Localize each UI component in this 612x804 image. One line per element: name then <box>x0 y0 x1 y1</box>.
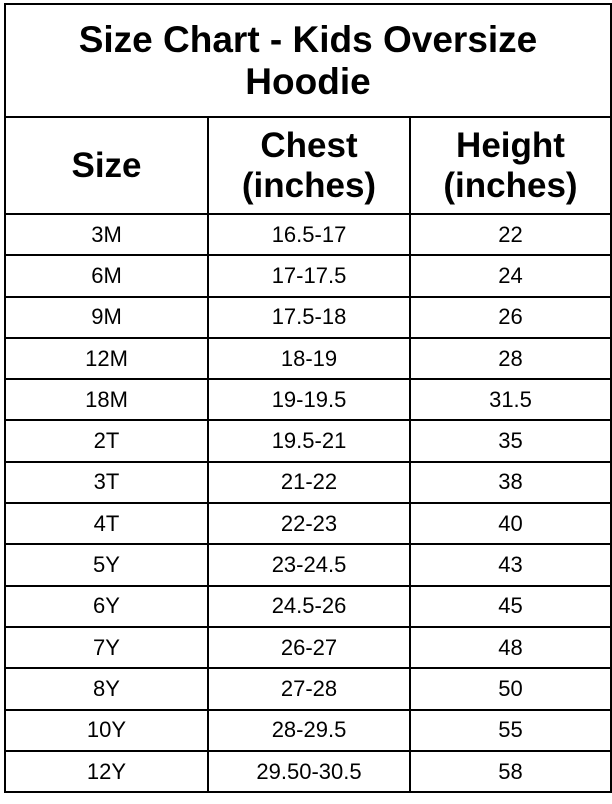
cell-size: 18M <box>4 378 209 422</box>
header-chest: Chest (inches) <box>207 116 411 215</box>
cell-height: 45 <box>409 584 612 628</box>
cell-chest: 27-28 <box>207 667 411 711</box>
cell-chest: 17-17.5 <box>207 254 411 298</box>
table-row: 12M 18-19 28 <box>4 336 612 381</box>
cell-chest: 19-19.5 <box>207 378 411 422</box>
cell-height: 22 <box>409 212 612 257</box>
table-row: 3T 21-22 38 <box>4 460 612 505</box>
table-row: 7Y 26-27 48 <box>4 625 612 670</box>
table-row: 2T 19.5-21 35 <box>4 419 612 463</box>
cell-size: 7Y <box>4 625 209 670</box>
cell-height: 50 <box>409 667 612 711</box>
cell-height: 43 <box>409 543 612 587</box>
cell-size: 4T <box>4 502 209 546</box>
cell-height: 40 <box>409 502 612 546</box>
size-chart-table: Size Chart - Kids Oversize Hoodie Size Ch… <box>4 3 612 794</box>
table-row: 10Y 28-29.5 55 <box>4 708 612 752</box>
cell-size: 6M <box>4 254 209 298</box>
header-height-line1: Height <box>456 125 565 165</box>
table-row: 6M 17-17.5 24 <box>4 254 612 298</box>
cell-size: 6Y <box>4 584 209 628</box>
header-height-line2: (inches) <box>443 165 578 205</box>
cell-height: 31.5 <box>409 378 612 422</box>
header-chest-line1: Chest <box>260 125 358 165</box>
cell-chest: 28-29.5 <box>207 708 411 752</box>
cell-chest: 26-27 <box>207 625 411 670</box>
cell-size: 5Y <box>4 543 209 587</box>
cell-size: 10Y <box>4 708 209 752</box>
cell-size: 3T <box>4 460 209 505</box>
cell-size: 3M <box>4 212 209 257</box>
table-title: Size Chart - Kids Oversize Hoodie <box>4 3 612 118</box>
header-chest-line2: (inches) <box>241 165 377 205</box>
cell-height: 35 <box>409 419 612 463</box>
table-row: 9M 17.5-18 26 <box>4 295 612 339</box>
cell-height: 48 <box>409 625 612 670</box>
cell-chest: 16.5-17 <box>207 212 411 257</box>
cell-size: 12M <box>4 336 209 381</box>
cell-chest: 29.50-30.5 <box>207 749 411 794</box>
cell-height: 55 <box>409 708 612 752</box>
table-row: 4T 22-23 40 <box>4 502 612 546</box>
cell-chest: 17.5-18 <box>207 295 411 339</box>
header-height: Height (inches) <box>409 116 612 215</box>
title-line-2: Hoodie <box>245 60 371 102</box>
cell-size: 9M <box>4 295 209 339</box>
title-line-1: Size Chart - Kids Oversize <box>78 18 538 60</box>
cell-height: 38 <box>409 460 612 505</box>
cell-height: 58 <box>409 749 612 794</box>
cell-chest: 19.5-21 <box>207 419 411 463</box>
cell-chest: 24.5-26 <box>207 584 411 628</box>
cell-chest: 21-22 <box>207 460 411 505</box>
cell-height: 28 <box>409 336 612 381</box>
cell-size: 12Y <box>4 749 209 794</box>
table-row: 8Y 27-28 50 <box>4 667 612 711</box>
cell-chest: 23-24.5 <box>207 543 411 587</box>
cell-size: 2T <box>4 419 209 463</box>
cell-height: 26 <box>409 295 612 339</box>
table-row: 5Y 23-24.5 43 <box>4 543 612 587</box>
table-row: 12Y 29.50-30.5 58 <box>4 749 612 794</box>
cell-size: 8Y <box>4 667 209 711</box>
table-row: 18M 19-19.5 31.5 <box>4 378 612 422</box>
table-row: 6Y 24.5-26 45 <box>4 584 612 628</box>
cell-height: 24 <box>409 254 612 298</box>
table-row: 3M 16.5-17 22 <box>4 212 612 257</box>
header-size: Size <box>4 116 209 215</box>
cell-chest: 22-23 <box>207 502 411 546</box>
cell-chest: 18-19 <box>207 336 411 381</box>
